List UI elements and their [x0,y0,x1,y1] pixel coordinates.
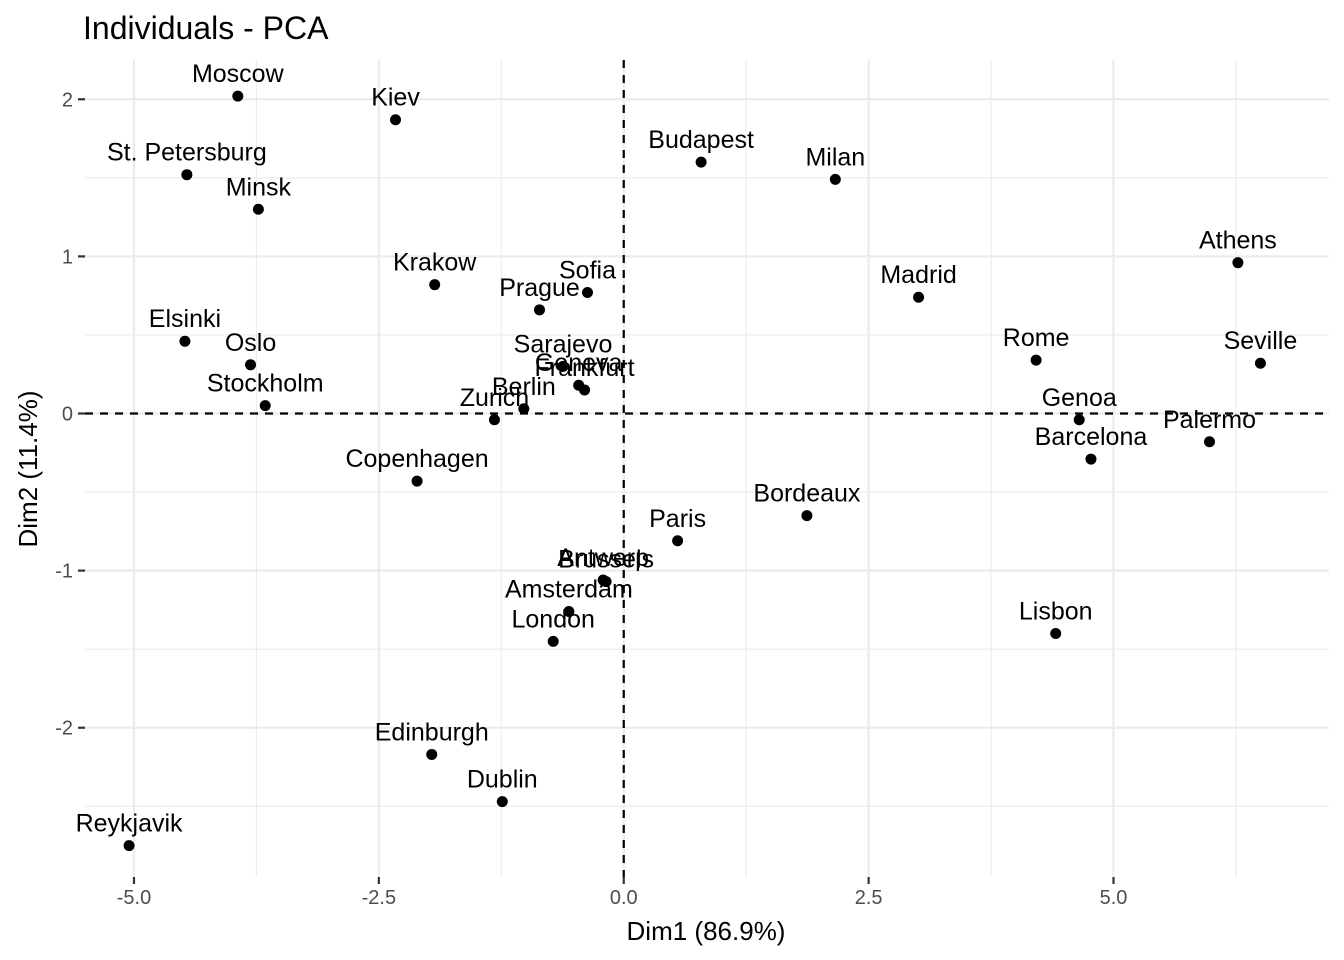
label-london: London [511,605,594,633]
label-seville: Seville [1224,327,1298,355]
label-rome: Rome [1003,324,1070,352]
point-dublin [497,796,508,807]
point-palermo [1204,436,1215,447]
point-elsinki [179,336,190,347]
point-bordeaux [801,510,812,521]
label-edinburgh: Edinburgh [375,718,489,746]
point-moscow [232,91,243,102]
point-frankfurt [579,384,590,395]
x-tick-label: 0.0 [610,887,638,909]
point-sofia [582,287,593,298]
x-tick-label: -2.5 [362,887,396,909]
point-rome [1031,355,1042,366]
y-tick-label: -2 [55,718,73,740]
point-london [548,636,559,647]
label-minsk: Minsk [226,173,292,201]
label-stockholm: Stockholm [207,370,324,398]
y-tick-label: 2 [62,89,73,111]
point-athens [1232,257,1243,268]
label-dublin: Dublin [467,766,538,794]
point-copenhagen [412,476,423,487]
label-krakow: Krakow [393,249,477,277]
pca-chart: -5.0 -2.5 0.0 2.5 5.0 -2 -1 0 1 2 Moscow Kiev St. P… [0,0,1344,960]
label-reykjavik: Reykjavik [76,810,183,838]
point-kiev [390,114,401,125]
label-palermo: Palermo [1163,406,1256,434]
label-barcelona: Barcelona [1035,423,1148,451]
label-oslo: Oslo [225,329,276,357]
point-madrid [913,292,924,303]
point-barcelona [1085,454,1096,465]
x-tick-label: 5.0 [1100,887,1128,909]
y-axis-label: Dim2 (11.4%) [13,390,43,547]
label-paris: Paris [649,505,706,533]
label-st-petersburg: St. Petersburg [107,139,267,167]
label-madrid: Madrid [880,261,956,289]
label-kiev: Kiev [371,84,420,112]
x-tick-label: 2.5 [855,887,883,909]
point-lisbon [1050,628,1061,639]
point-paris [672,535,683,546]
y-tick-label: -1 [55,561,73,583]
label-budapest: Budapest [648,126,754,154]
label-copenhagen: Copenhagen [345,445,488,473]
x-tick-label: -5.0 [117,887,151,909]
data-points [124,91,1266,851]
label-bordeaux: Bordeaux [753,480,861,508]
label-genoa: Genoa [1042,384,1117,412]
label-zurich: Zurich [460,384,529,412]
label-lisbon: Lisbon [1019,597,1093,625]
point-st-petersburg [181,169,192,180]
point-seville [1255,358,1266,369]
point-stockholm [260,400,271,411]
point-budapest [696,157,707,168]
label-brussels: Brussels [558,546,654,574]
chart-title: Individuals - PCA [83,10,329,46]
point-krakow [429,279,440,290]
axis-ticks: -5.0 -2.5 0.0 2.5 5.0 -2 -1 0 1 2 [55,89,1127,909]
point-milan [830,174,841,185]
y-tick-label: 1 [62,246,73,268]
point-zurich [489,414,500,425]
point-prague [534,304,545,315]
point-reykjavik [124,840,135,851]
label-moscow: Moscow [192,60,285,88]
point-oslo [245,359,256,370]
y-tick-label: 0 [62,404,73,426]
x-axis-label: Dim1 (86.9%) [627,916,786,946]
point-minsk [253,204,264,215]
label-elsinki: Elsinki [149,305,221,333]
label-prague: Prague [499,274,580,302]
label-milan: Milan [805,143,865,171]
point-edinburgh [426,749,437,760]
label-athens: Athens [1199,227,1277,255]
label-amsterdam: Amsterdam [505,575,633,603]
